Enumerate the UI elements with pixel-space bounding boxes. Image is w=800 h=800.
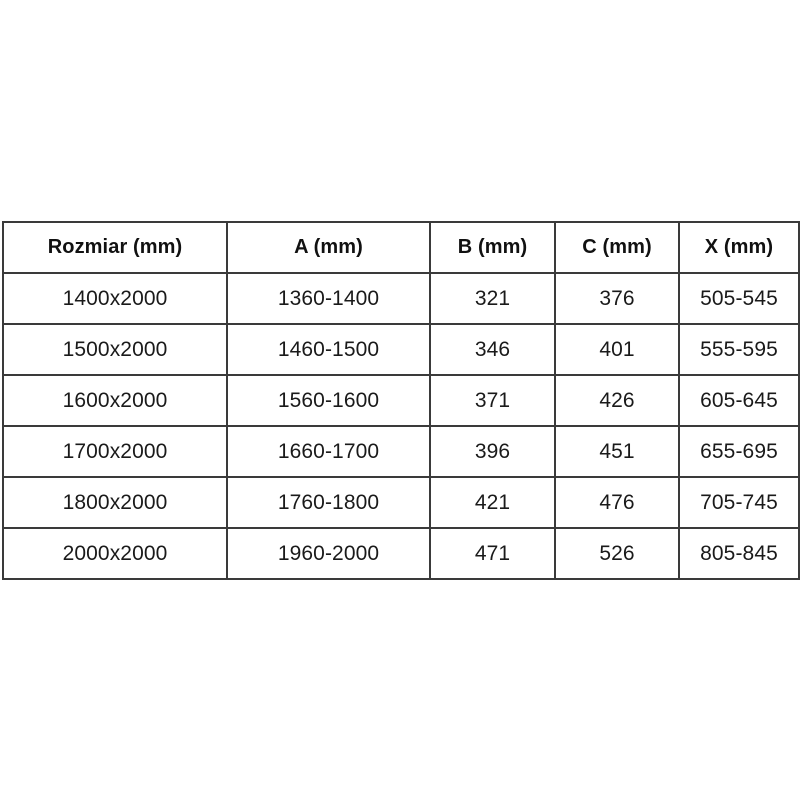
cell-x: 605-645 xyxy=(679,375,800,427)
cell-c: 376 xyxy=(555,273,680,325)
table-row: 2000x2000 1960-2000 471 526 805-845 xyxy=(2,528,800,580)
cell-size: 2000x2000 xyxy=(2,528,228,580)
cell-x: 805-845 xyxy=(679,528,800,580)
table-row: 1800x2000 1760-1800 421 476 705-745 xyxy=(2,477,800,529)
cell-b: 321 xyxy=(430,273,556,325)
cell-b: 396 xyxy=(430,426,556,478)
cell-b: 346 xyxy=(430,324,556,376)
cell-a: 1360-1400 xyxy=(227,273,431,325)
table-row: 1700x2000 1660-1700 396 451 655-695 xyxy=(2,426,800,478)
table-row: 1500x2000 1460-1500 346 401 555-595 xyxy=(2,324,800,376)
cell-size: 1500x2000 xyxy=(2,324,228,376)
cell-c: 451 xyxy=(555,426,680,478)
cell-a: 1560-1600 xyxy=(227,375,431,427)
column-header-a: A (mm) xyxy=(227,221,431,274)
cell-size: 1400x2000 xyxy=(2,273,228,325)
column-header-b: B (mm) xyxy=(430,221,556,274)
cell-a: 1460-1500 xyxy=(227,324,431,376)
cell-c: 426 xyxy=(555,375,680,427)
cell-a: 1660-1700 xyxy=(227,426,431,478)
cell-x: 655-695 xyxy=(679,426,800,478)
table-body: 1400x2000 1360-1400 321 376 505-545 1500… xyxy=(2,273,800,580)
cell-x: 705-745 xyxy=(679,477,800,529)
cell-a: 1760-1800 xyxy=(227,477,431,529)
dimensions-table: Rozmiar (mm) A (mm) B (mm) C (mm) X (mm)… xyxy=(2,221,800,580)
dimensions-table-container: Rozmiar (mm) A (mm) B (mm) C (mm) X (mm)… xyxy=(2,221,800,580)
column-header-c: C (mm) xyxy=(555,221,680,274)
cell-b: 421 xyxy=(430,477,556,529)
cell-b: 471 xyxy=(430,528,556,580)
cell-c: 526 xyxy=(555,528,680,580)
cell-size: 1800x2000 xyxy=(2,477,228,529)
cell-x: 505-545 xyxy=(679,273,800,325)
cell-size: 1700x2000 xyxy=(2,426,228,478)
cell-a: 1960-2000 xyxy=(227,528,431,580)
table-header-row: Rozmiar (mm) A (mm) B (mm) C (mm) X (mm) xyxy=(2,221,800,274)
table-row: 1400x2000 1360-1400 321 376 505-545 xyxy=(2,273,800,325)
cell-c: 476 xyxy=(555,477,680,529)
column-header-size: Rozmiar (mm) xyxy=(2,221,228,274)
table-row: 1600x2000 1560-1600 371 426 605-645 xyxy=(2,375,800,427)
table-header: Rozmiar (mm) A (mm) B (mm) C (mm) X (mm) xyxy=(2,221,800,274)
cell-size: 1600x2000 xyxy=(2,375,228,427)
cell-x: 555-595 xyxy=(679,324,800,376)
cell-c: 401 xyxy=(555,324,680,376)
column-header-x: X (mm) xyxy=(679,221,800,274)
cell-b: 371 xyxy=(430,375,556,427)
